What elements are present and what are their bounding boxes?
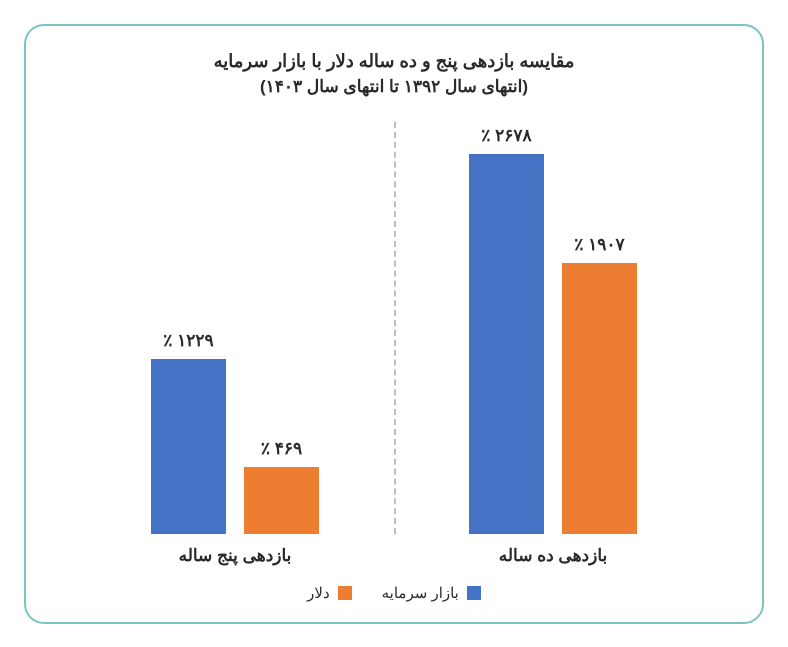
bar-value-dollar-5y: ۴۶۹ ٪ bbox=[261, 439, 302, 459]
chart-subtitle: (انتهای سال ۱۳۹۲ تا انتهای سال ۱۴۰۳) bbox=[56, 77, 732, 97]
legend-swatch-stock bbox=[467, 586, 481, 600]
x-axis: بازدهی پنج ساله بازدهی ده ساله bbox=[56, 534, 732, 566]
legend: بازار سرمایه دلار bbox=[56, 584, 732, 602]
group-divider bbox=[394, 122, 396, 534]
bar-dollar-5y bbox=[244, 467, 319, 534]
bar-dollar-10y bbox=[562, 263, 637, 534]
legend-label-dollar: دلار bbox=[307, 584, 329, 602]
bar-stock-10y bbox=[469, 154, 544, 534]
bar-value-stock-10y: ۲۶۷۸ ٪ bbox=[481, 126, 531, 146]
group-ten-year: ۲۶۷۸ ٪ ۱۹۰۷ ٪ bbox=[410, 117, 696, 534]
chart-container: مقایسه بازدهی پنج و ده ساله دلار با بازا… bbox=[24, 24, 764, 624]
bars-ten-year: ۲۶۷۸ ٪ ۱۹۰۷ ٪ bbox=[410, 117, 696, 534]
bar-stock-5y bbox=[151, 359, 226, 533]
legend-item-stock: بازار سرمایه bbox=[382, 584, 481, 602]
bars-five-year: ۱۲۲۹ ٪ ۴۶۹ ٪ bbox=[92, 117, 378, 534]
category-label-ten-year: بازدهی ده ساله bbox=[410, 546, 696, 566]
legend-item-dollar: دلار bbox=[307, 584, 351, 602]
group-five-year: ۱۲۲۹ ٪ ۴۶۹ ٪ bbox=[92, 117, 378, 534]
bar-value-stock-5y: ۱۲۲۹ ٪ bbox=[163, 331, 213, 351]
category-label-five-year: بازدهی پنج ساله bbox=[92, 546, 378, 566]
bar-wrapper-stock-5y: ۱۲۲۹ ٪ bbox=[151, 117, 226, 534]
bar-value-dollar-10y: ۱۹۰۷ ٪ bbox=[574, 235, 624, 255]
plot-area: ۱۲۲۹ ٪ ۴۶۹ ٪ ۲۶۷۸ ٪ ۱۹۰۷ ٪ bbox=[56, 117, 732, 534]
bar-wrapper-stock-10y: ۲۶۷۸ ٪ bbox=[469, 117, 544, 534]
bar-wrapper-dollar-5y: ۴۶۹ ٪ bbox=[244, 117, 319, 534]
bar-wrapper-dollar-10y: ۱۹۰۷ ٪ bbox=[562, 117, 637, 534]
legend-swatch-dollar bbox=[338, 586, 352, 600]
chart-title: مقایسه بازدهی پنج و ده ساله دلار با بازا… bbox=[56, 51, 732, 72]
legend-label-stock: بازار سرمایه bbox=[382, 584, 459, 602]
